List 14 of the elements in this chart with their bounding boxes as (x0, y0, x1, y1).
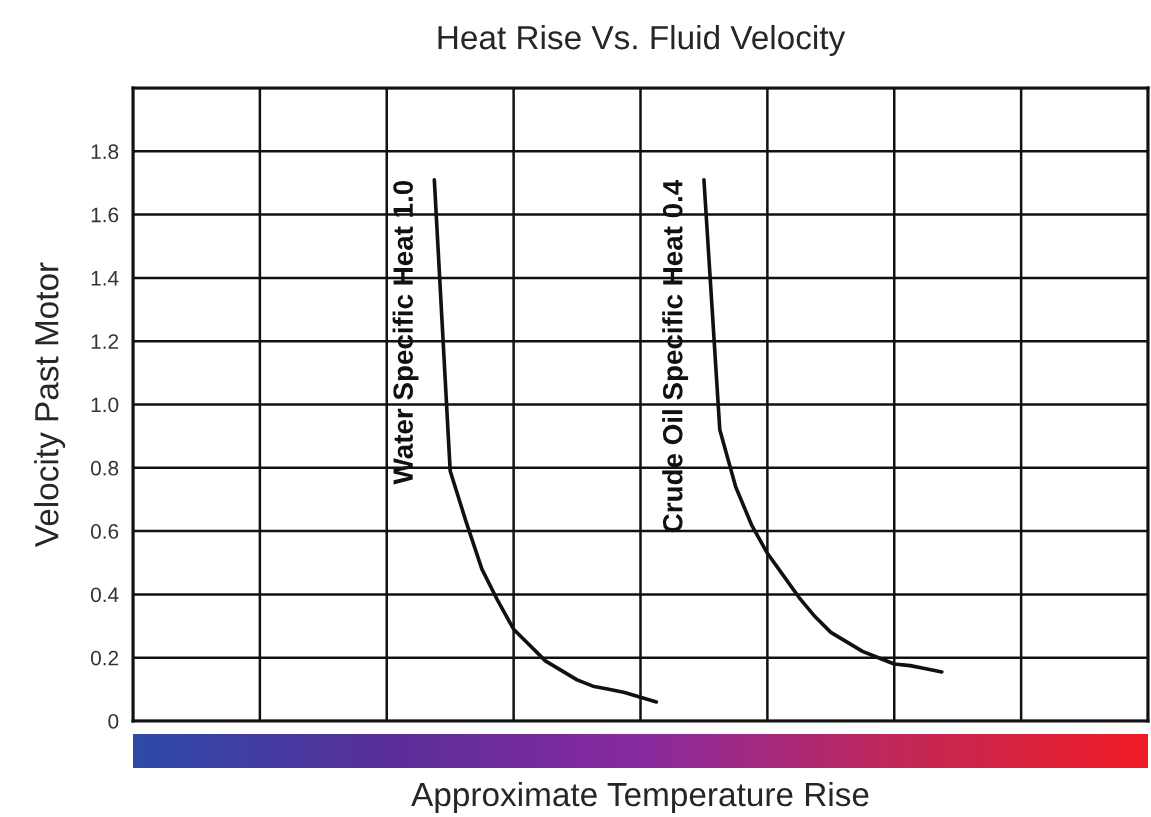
y-tick-label: 0.6 (90, 524, 119, 539)
y-tick-label: 1.0 (91, 397, 119, 413)
y-tick-label: 1.8 (91, 144, 119, 160)
chart-title: Heat Rise Vs. Fluid Velocity (438, 24, 846, 57)
y-axis-title: Velocity Past Motor (34, 262, 66, 547)
y-tick-label: 0 (108, 714, 119, 729)
text: Water Specific Heat 1.0 (392, 180, 419, 485)
x-axis-title: Approximate Temperature Rise (411, 781, 869, 813)
y-tick-label: 1.2 (91, 334, 119, 349)
y-tick-label: 0.2 (90, 650, 119, 666)
y-tick-label: 0.8 (90, 460, 119, 476)
y-tick-label: 1.4 (91, 271, 119, 286)
y-tick-label: 0.4 (90, 587, 119, 603)
y-tick-label: 1.6 (91, 207, 119, 223)
